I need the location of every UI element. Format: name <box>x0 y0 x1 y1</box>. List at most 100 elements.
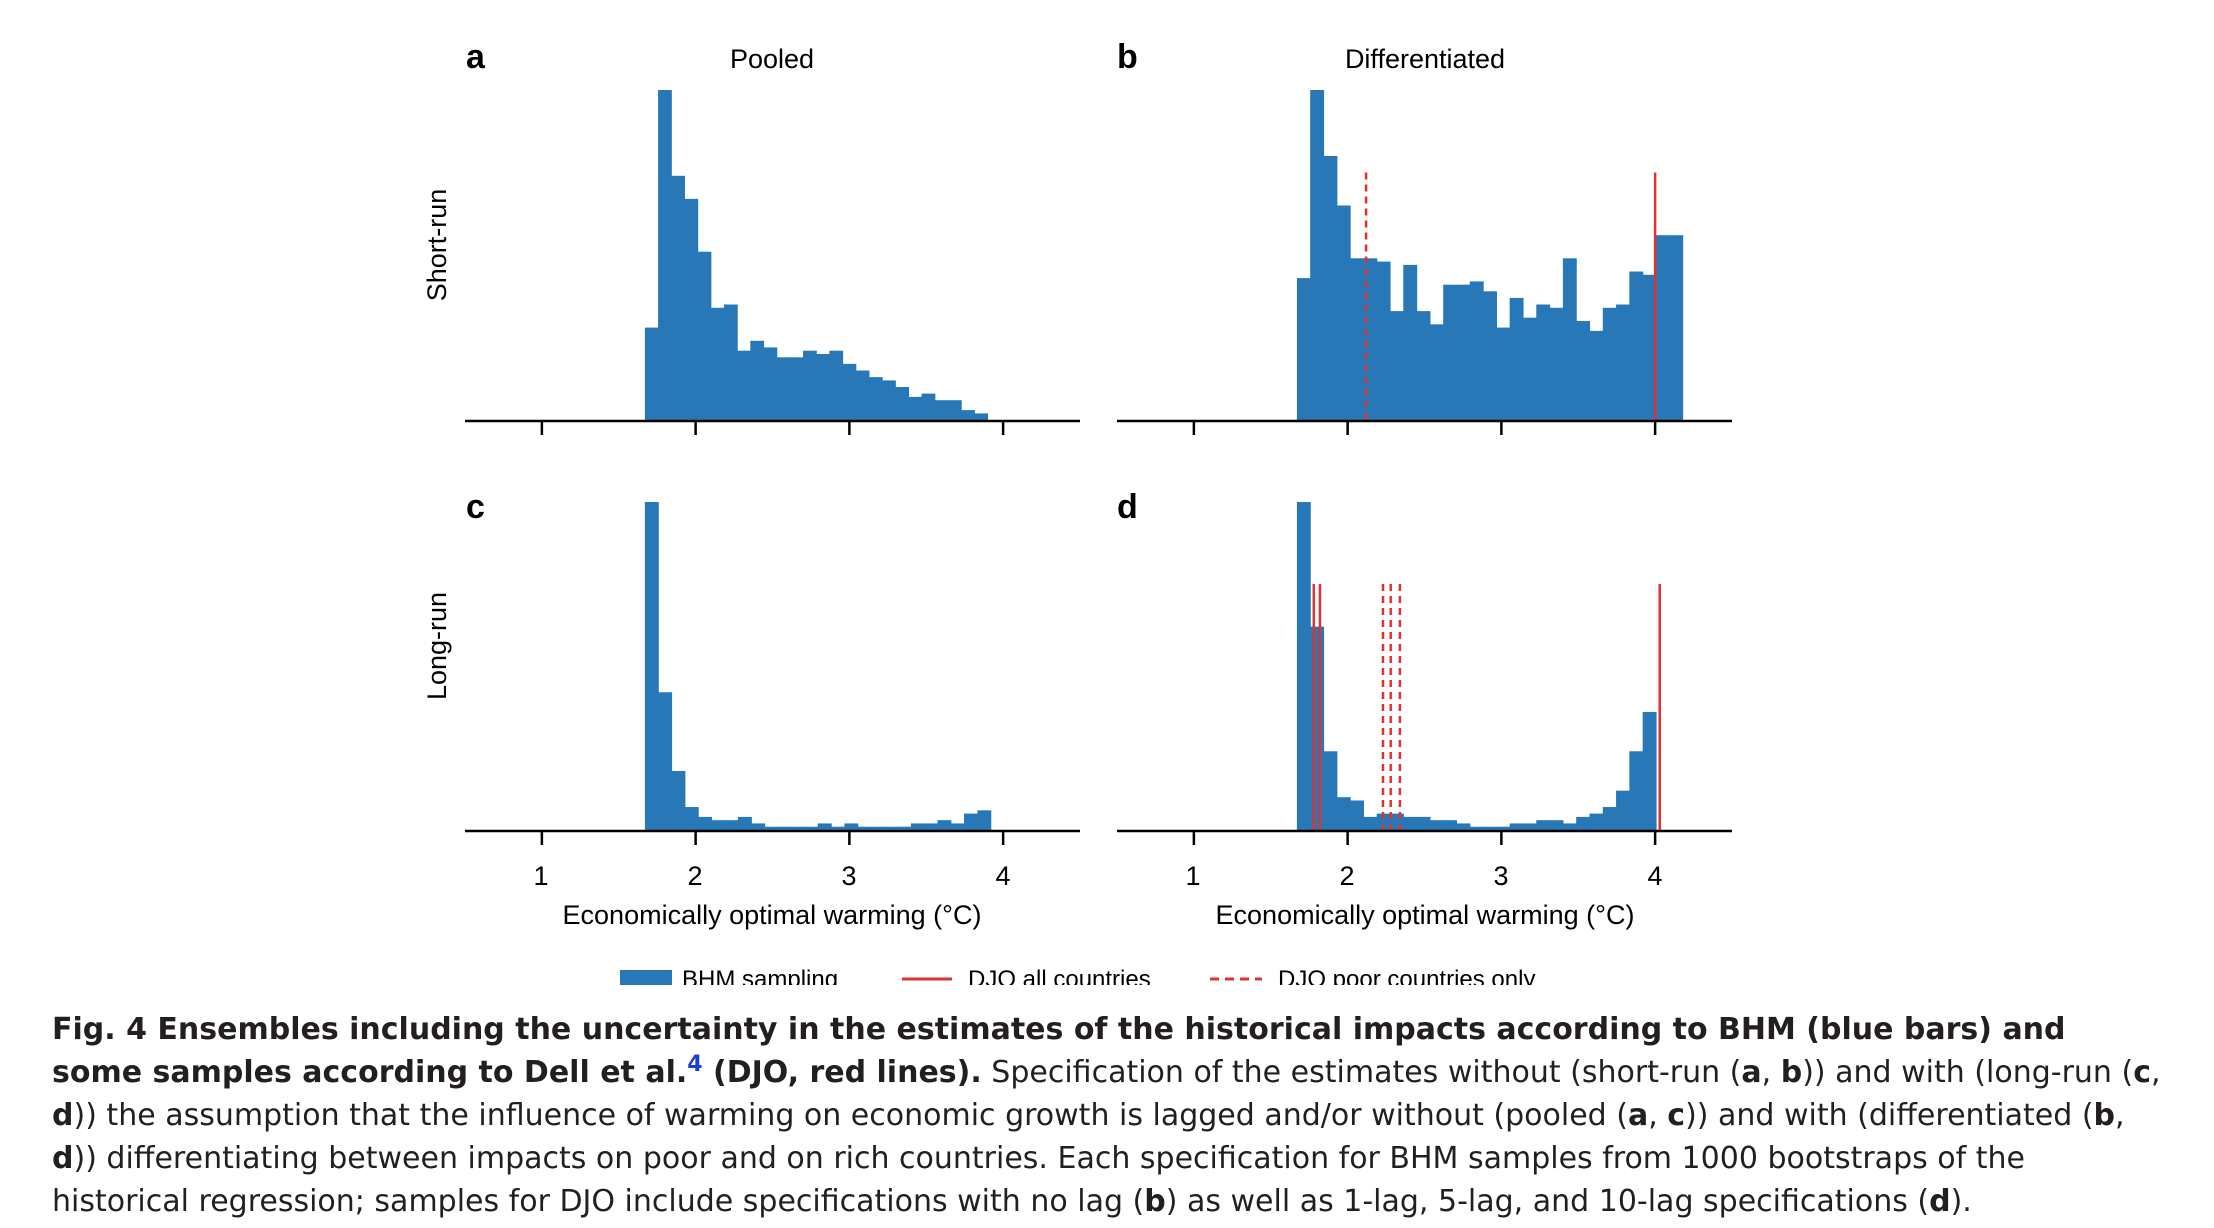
caption-title: Fig. 4 Ensembles including the uncertain… <box>52 1012 2066 1090</box>
histogram-bar <box>1602 307 1617 420</box>
histogram-bar <box>763 347 778 420</box>
legend: BHM sampling DJO all countries DJO poor … <box>620 966 1535 985</box>
histogram-bar <box>1483 826 1497 830</box>
histogram-bar <box>897 826 912 830</box>
x-axis-title-right: Economically optimal warming (°C) <box>1216 900 1635 930</box>
legend-label-djo-poor: DJO poor countries only <box>1278 966 1535 985</box>
panel-letter-a: a <box>466 38 486 76</box>
histogram-bar <box>1376 813 1391 830</box>
histogram-bar <box>895 387 910 420</box>
histogram-bar <box>1549 307 1564 420</box>
histogram-bar <box>1509 823 1524 830</box>
histogram-bar <box>750 340 765 420</box>
histogram-bar <box>789 357 804 420</box>
histogram-bar <box>1443 820 1458 830</box>
histogram-bar <box>1589 813 1604 830</box>
histogram-bar <box>831 826 845 830</box>
histogram-bar <box>961 410 975 420</box>
histogram-bar <box>1616 790 1630 830</box>
histogram-bar <box>1522 317 1537 420</box>
histogram-bar <box>829 350 844 420</box>
histogram-bar <box>816 354 830 420</box>
legend-label-bhm: BHM sampling <box>682 966 838 985</box>
x-tick-labels-left: 1 2 3 4 <box>533 861 1010 891</box>
histogram-bar <box>1642 274 1657 420</box>
row-label-long-run: Long-run <box>422 592 452 700</box>
histogram-bar <box>842 363 857 420</box>
histogram-bar <box>671 175 686 420</box>
x-tick-label: 3 <box>841 861 856 891</box>
histogram-bar <box>684 807 699 830</box>
histogram-bar <box>724 820 739 830</box>
histogram-bar <box>1589 330 1604 420</box>
histogram-bar <box>950 823 965 830</box>
panel-a-histogram <box>465 90 1080 435</box>
histogram-bar <box>658 692 673 830</box>
histogram-bar <box>1323 751 1338 830</box>
panel-d-histogram <box>1117 502 1732 845</box>
panel-b-histogram <box>1117 90 1732 435</box>
histogram-bar <box>857 826 872 830</box>
histogram-bar <box>697 251 712 420</box>
histogram-bar <box>947 400 962 420</box>
x-tick-labels-right: 1 2 3 4 <box>1185 861 1662 891</box>
caption-reference[interactable]: 4 <box>687 1052 703 1077</box>
histogram-bar <box>1323 156 1338 420</box>
histogram-bar <box>644 327 659 420</box>
histogram-bar <box>937 820 952 830</box>
histogram-bar <box>1522 823 1537 830</box>
histogram-bar <box>711 820 726 830</box>
histogram-bar <box>777 826 792 830</box>
histogram-bar <box>1576 816 1591 830</box>
legend-label-djo-all: DJO all countries <box>968 966 1151 985</box>
histogram-bar <box>1389 311 1404 420</box>
histogram-bar <box>868 377 883 420</box>
x-tick-label: 1 <box>533 861 548 891</box>
panel-c-histogram <box>465 502 1080 845</box>
histogram-bar <box>1562 823 1577 830</box>
x-tick-label: 2 <box>687 861 702 891</box>
x-tick-label: 1 <box>1185 861 1200 891</box>
histogram-bar <box>1616 304 1630 420</box>
histogram-bar <box>737 350 751 420</box>
histogram-bar <box>764 826 779 830</box>
x-tick-label: 2 <box>1339 861 1354 891</box>
histogram-bar <box>1296 502 1311 830</box>
histogram-bar <box>791 826 806 830</box>
histogram-bar <box>1483 291 1497 420</box>
histogram-bar <box>1456 823 1471 830</box>
histogram-bar <box>1350 800 1364 830</box>
histogram-bar <box>1655 235 1670 420</box>
histogram-bar <box>1469 281 1484 420</box>
histogram-bar <box>882 380 896 420</box>
histogram-bar <box>908 396 923 420</box>
histogram-bar <box>1443 284 1458 420</box>
histogram-bar <box>1536 820 1551 830</box>
column-title-pooled: Pooled <box>730 44 814 74</box>
histogram-bar <box>884 826 899 830</box>
histogram-bar <box>1602 807 1617 830</box>
histogram-bar <box>1496 826 1511 830</box>
histogram-bar <box>974 413 989 420</box>
histogram-bar <box>658 90 672 420</box>
histogram-bar <box>1416 816 1431 830</box>
legend-swatch-bhm <box>620 970 672 985</box>
column-title-differentiated: Differentiated <box>1345 44 1505 74</box>
histogram-bar <box>1403 816 1418 830</box>
histogram-bar <box>776 357 791 420</box>
histogram-bar <box>1496 327 1511 420</box>
histogram-bar <box>644 502 659 830</box>
histogram-bar <box>1416 311 1431 420</box>
histogram-bar <box>1509 297 1524 420</box>
histogram-bar <box>934 400 949 420</box>
histogram-bar <box>1642 711 1657 830</box>
histogram-bar <box>803 350 817 420</box>
x-axis-title-left: Economically optimal warming (°C) <box>563 900 982 930</box>
x-tick-label: 4 <box>1647 861 1662 891</box>
histogram-bar <box>1350 258 1364 420</box>
x-tick-label: 3 <box>1493 861 1508 891</box>
histogram-bar <box>1310 626 1325 830</box>
histogram-bar <box>751 823 766 830</box>
histogram-bar <box>844 823 859 830</box>
row-label-short-run: Short-run <box>422 189 452 302</box>
